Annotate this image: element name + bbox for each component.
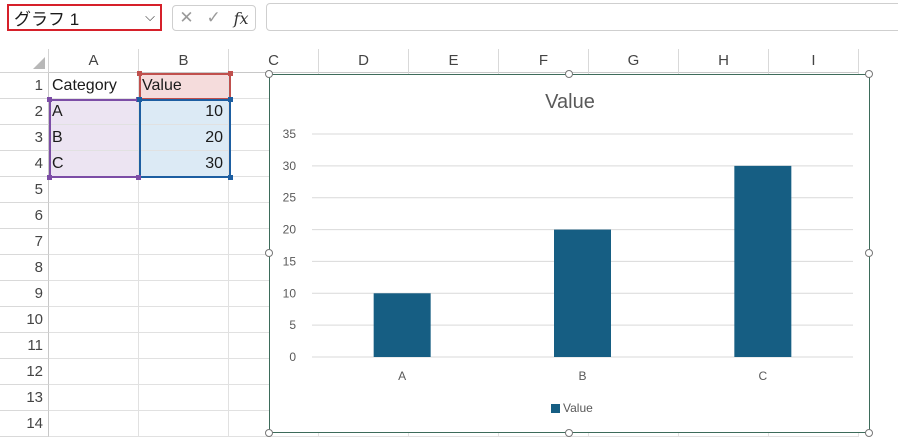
cell-a8[interactable]: [49, 255, 139, 281]
enter-icon[interactable]: ✓: [206, 8, 221, 27]
legend-swatch: [551, 404, 560, 413]
cell-a3[interactable]: B: [49, 125, 139, 151]
formula-input[interactable]: [266, 3, 898, 31]
column-header-b[interactable]: B: [139, 49, 229, 73]
cell-a12[interactable]: [49, 359, 139, 385]
chart-title: Value: [545, 91, 595, 113]
cell-a1[interactable]: Category: [49, 73, 139, 99]
chart-object[interactable]: Value 0 5 10 15 20 25 30 35 A B C Value: [269, 74, 870, 433]
row-header-1[interactable]: 1: [0, 73, 49, 99]
cell-b5[interactable]: [139, 177, 229, 203]
y-tick-label: 35: [283, 127, 297, 141]
row-header-12[interactable]: 12: [0, 359, 49, 385]
column-header-d[interactable]: D: [319, 49, 409, 73]
row-header-8[interactable]: 8: [0, 255, 49, 281]
select-all-corner[interactable]: [0, 49, 49, 73]
cell-a14[interactable]: [49, 411, 139, 437]
cell-b2[interactable]: 10: [139, 99, 229, 125]
range-handle[interactable]: [136, 175, 141, 180]
category-range-highlight: [49, 99, 141, 178]
row-header-9[interactable]: 9: [0, 281, 49, 307]
x-tick-label: C: [758, 369, 767, 383]
cell-a10[interactable]: [49, 307, 139, 333]
y-tick-label: 30: [283, 159, 297, 173]
y-tick-label: 5: [289, 318, 296, 332]
row-header-2[interactable]: 2: [0, 99, 49, 125]
cell-b10[interactable]: [139, 307, 229, 333]
insert-function-icon[interactable]: fx: [233, 8, 249, 28]
cell-b13[interactable]: [139, 385, 229, 411]
y-tick-label: 20: [283, 223, 297, 237]
column-header-a[interactable]: A: [49, 49, 139, 73]
row-header-3[interactable]: 3: [0, 125, 49, 151]
cell-a6[interactable]: [49, 203, 139, 229]
resize-handle[interactable]: [865, 249, 873, 257]
range-handle[interactable]: [228, 71, 233, 76]
cell-b12[interactable]: [139, 359, 229, 385]
range-handle[interactable]: [137, 71, 142, 76]
cell-b6[interactable]: [139, 203, 229, 229]
resize-handle[interactable]: [865, 70, 873, 78]
x-tick-label: B: [578, 369, 586, 383]
cell-b8[interactable]: [139, 255, 229, 281]
range-handle[interactable]: [137, 97, 142, 102]
resize-handle[interactable]: [265, 70, 273, 78]
bar-chart-svg: Value 0 5 10 15 20 25 30 35 A B C Value: [283, 91, 853, 415]
cell-b14[interactable]: [139, 411, 229, 437]
resize-handle[interactable]: [265, 249, 273, 257]
row-header-14[interactable]: 14: [0, 411, 49, 437]
range-handle[interactable]: [47, 175, 52, 180]
cell-a9[interactable]: [49, 281, 139, 307]
column-header-g[interactable]: G: [589, 49, 679, 73]
y-tick-label: 10: [283, 286, 297, 300]
row-header-6[interactable]: 6: [0, 203, 49, 229]
cell-b3[interactable]: 20: [139, 125, 229, 151]
y-tick-label: 25: [283, 191, 297, 205]
name-box-value: グラフ 1: [14, 10, 80, 29]
bar-b: [554, 229, 611, 357]
cell-b11[interactable]: [139, 333, 229, 359]
row-header-11[interactable]: 11: [0, 333, 49, 359]
name-box[interactable]: グラフ 1 ⌵: [7, 4, 162, 31]
cell-b1[interactable]: Value: [139, 73, 229, 99]
cell-a2[interactable]: A: [49, 99, 139, 125]
cell-a7[interactable]: [49, 229, 139, 255]
cell-a13[interactable]: [49, 385, 139, 411]
cell-a11[interactable]: [49, 333, 139, 359]
range-handle[interactable]: [228, 97, 233, 102]
column-header-f[interactable]: F: [499, 49, 589, 73]
column-header-c[interactable]: C: [229, 49, 319, 73]
x-tick-label: A: [398, 369, 406, 383]
column-header-h[interactable]: H: [679, 49, 769, 73]
resize-handle[interactable]: [265, 429, 273, 437]
row-header-5[interactable]: 5: [0, 177, 49, 203]
bar-c: [734, 165, 792, 357]
row-header-13[interactable]: 13: [0, 385, 49, 411]
cell-b9[interactable]: [139, 281, 229, 307]
cell-b7[interactable]: [139, 229, 229, 255]
value-range-highlight: [139, 99, 231, 178]
chevron-down-icon[interactable]: ⌵: [145, 9, 155, 24]
bar-a: [373, 293, 431, 357]
resize-handle[interactable]: [565, 429, 573, 437]
row-header-4[interactable]: 4: [0, 151, 49, 177]
column-header-i[interactable]: I: [769, 49, 859, 73]
series-name-range-highlight: [139, 73, 231, 100]
cell-a5[interactable]: [49, 177, 139, 203]
legend-label: Value: [563, 401, 593, 415]
y-tick-label: 15: [283, 254, 297, 268]
formula-bar-area: グラフ 1 ⌵ ✕ ✓ fx: [0, 0, 898, 39]
range-handle[interactable]: [47, 97, 52, 102]
formula-buttons: ✕ ✓ fx: [172, 5, 256, 31]
range-handle[interactable]: [228, 175, 233, 180]
column-header-e[interactable]: E: [409, 49, 499, 73]
row-header-10[interactable]: 10: [0, 307, 49, 333]
resize-handle[interactable]: [865, 429, 873, 437]
y-tick-label: 0: [289, 350, 296, 364]
resize-handle[interactable]: [565, 70, 573, 78]
cancel-icon[interactable]: ✕: [179, 8, 194, 27]
row-header-7[interactable]: 7: [0, 229, 49, 255]
